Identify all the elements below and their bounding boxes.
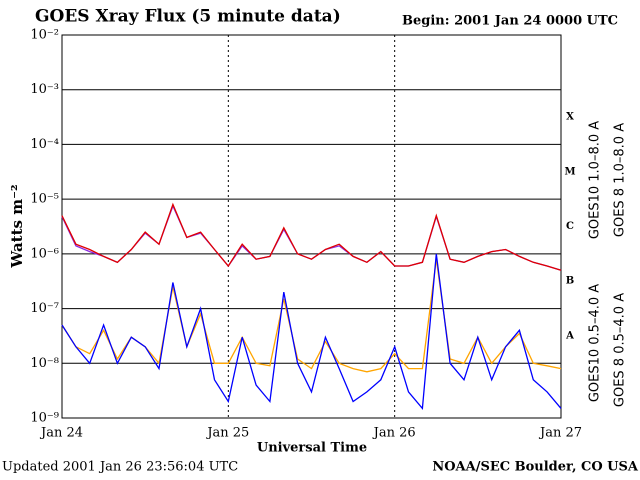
y-tick-label: 10⁻⁷ (30, 301, 59, 316)
y-tick-label: 10⁻⁸ (30, 356, 59, 371)
footer-right: NOAA/SEC Boulder, CO USA (432, 460, 639, 475)
x-tick-label: Jan 26 (372, 426, 416, 441)
legend-entry: GOES10 1.0–8.0 A (588, 121, 603, 239)
series-line (61, 259, 562, 373)
flare-class-label: X (566, 112, 574, 123)
x-tick-label: Jan 25 (205, 426, 249, 441)
series-line (61, 204, 562, 271)
footer-left: Updated 2001 Jan 26 23:56:04 UTC (2, 460, 238, 475)
y-tick-label: 10⁻³ (30, 82, 59, 97)
flare-class-label: M (564, 166, 575, 177)
y-tick-label: 10⁻² (30, 28, 59, 43)
plot-frame (61, 34, 562, 419)
series-line (61, 202, 562, 271)
flare-class-label: A (565, 330, 574, 341)
x-tick-label: Jan 27 (538, 426, 582, 441)
legend-entry: GOES 8 0.5–4.0 A (613, 293, 628, 407)
chart-title: GOES Xray Flux (5 minute data) (35, 7, 341, 27)
flare-class-label: B (566, 276, 574, 287)
y-tick-label: 10⁻⁶ (30, 246, 59, 261)
flare-class-label: C (566, 221, 574, 232)
y-tick-label: 10⁻⁴ (30, 137, 59, 152)
chart-subtitle: Begin: 2001 Jan 24 0000 UTC (402, 14, 618, 29)
x-tick-label: Jan 24 (39, 426, 83, 441)
y-tick-label: 10⁻⁵ (30, 192, 59, 207)
y-tick-label: 10⁻⁹ (30, 411, 59, 426)
legend-entry: GOES10 0.5–4.0 A (588, 284, 603, 402)
x-axis-label: Universal Time (257, 441, 367, 456)
y-axis-label: Watts m⁻² (8, 184, 26, 268)
legend-entry: GOES 8 1.0–8.0 A (613, 123, 628, 237)
series-line (61, 253, 562, 411)
